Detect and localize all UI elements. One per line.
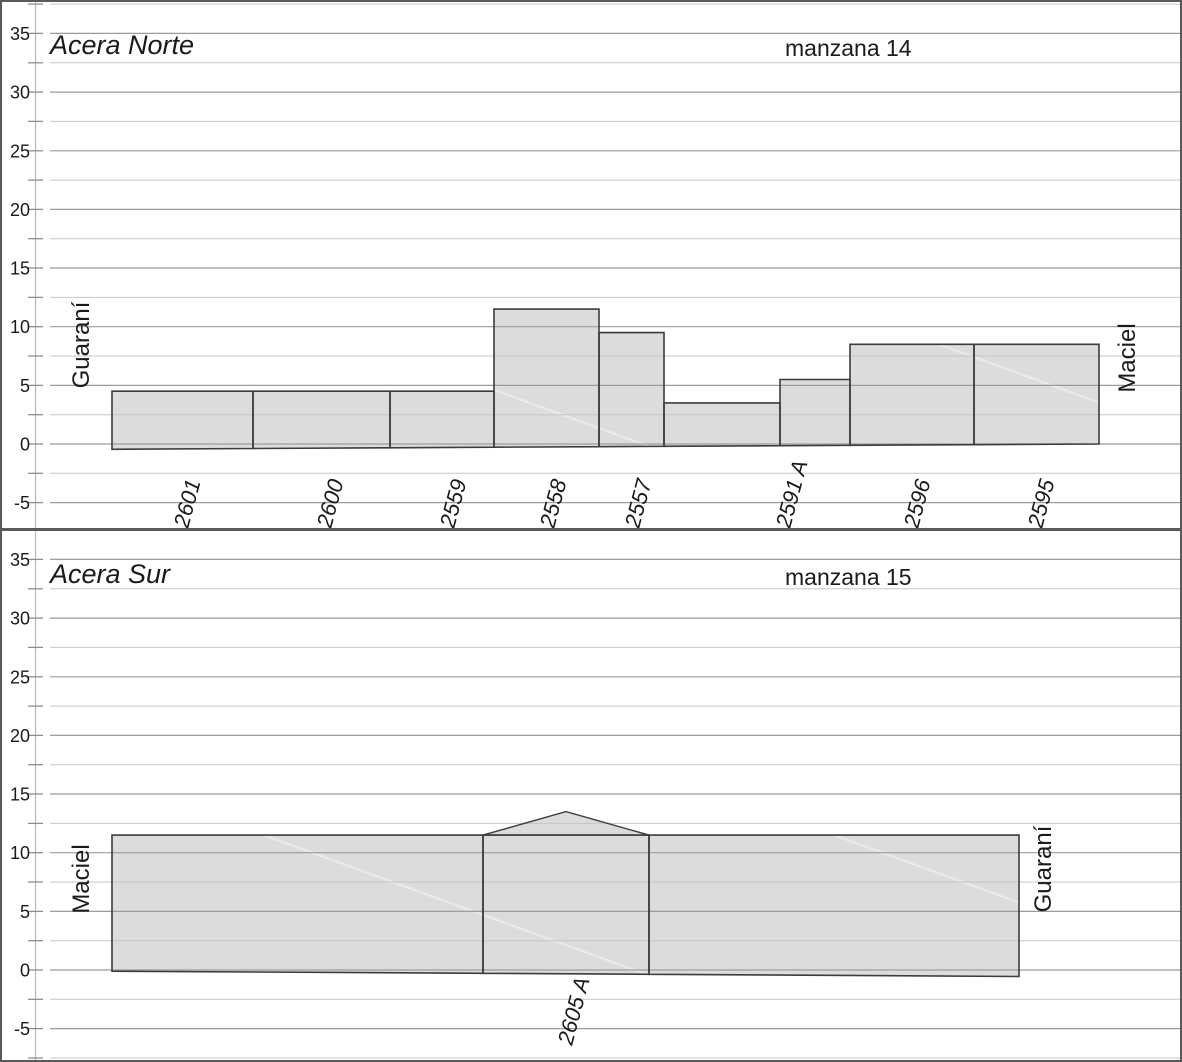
panel-title-sur: Acera Sur	[50, 559, 171, 589]
building-number-label: 2595	[1022, 476, 1059, 531]
building-shape-fill	[112, 835, 483, 974]
building-number-label: 2591 A	[770, 457, 812, 531]
y-tick-label: 0	[20, 435, 30, 455]
building-shape-fill	[664, 402, 780, 447]
y-tick-label: -5	[14, 1019, 30, 1039]
elevation-chart-sur: 35 30 25 20 15 10 5 0 -5 2605 A	[10, 531, 1180, 1060]
building-shape-outline	[493, 308, 600, 449]
building-number-label: 2601	[168, 477, 205, 531]
building-number-label: 2558	[534, 476, 571, 531]
building-shape-fill	[390, 391, 494, 448]
panel-title-norte: Acera Norte	[50, 30, 195, 60]
building-shape-fill	[974, 344, 1099, 445]
building-shape-fill	[599, 332, 664, 447]
y-tick-label: 10	[10, 317, 30, 337]
y-tick-label: 5	[20, 376, 30, 396]
building-shape-fill	[649, 835, 1019, 977]
building-shape-fill	[112, 391, 253, 450]
building-shape-outline	[648, 834, 1020, 978]
panel-acera-norte: 35 30 25 20 15 10 5 0 -5 2601 2600 2559 2558 2557 2591…	[2, 2, 1180, 531]
y-tick-label: 10	[10, 843, 30, 863]
building-shape-fill	[780, 379, 850, 446]
street-label-left-sur: Maciel	[68, 844, 95, 914]
y-tick-label: 15	[10, 259, 30, 279]
y-tick-label: 35	[10, 24, 30, 44]
building-shape-outline	[598, 331, 665, 448]
building-shape-fill	[850, 344, 974, 446]
building-shape-outline	[973, 343, 1100, 446]
y-tick-label: 30	[10, 83, 30, 103]
y-tick-label: 35	[10, 550, 30, 570]
street-label-right-norte: Maciel	[1114, 323, 1141, 393]
y-tick-label: 0	[20, 961, 30, 981]
building-shape-fill	[253, 391, 390, 449]
building-number-label: 2559	[434, 477, 471, 531]
y-tick-label: 20	[10, 200, 30, 220]
building-shape-fill	[483, 835, 649, 975]
street-label-left-norte: Guaraní	[68, 301, 95, 389]
building-shape-fill	[494, 309, 599, 448]
block-label-sur: manzana 15	[785, 564, 912, 590]
building-number-label: 2605 A	[552, 974, 594, 1048]
y-tick-label: -5	[14, 493, 30, 513]
block-label-norte: manzana 14	[785, 35, 912, 61]
elevation-chart-norte: 35 30 25 20 15 10 5 0 -5 2601 2600 2559 2558 2557 2591…	[10, 2, 1180, 531]
y-tick-label: 15	[10, 785, 30, 805]
panel-acera-sur: 35 30 25 20 15 10 5 0 -5 2605 A Acera Sur manzana…	[2, 531, 1180, 1060]
panel-divider	[2, 528, 1180, 531]
building-number-label: 2557	[619, 476, 656, 531]
building-number-label: 2600	[311, 476, 348, 531]
y-tick-label: 30	[10, 609, 30, 629]
y-tick-label: 20	[10, 726, 30, 746]
y-tick-label: 5	[20, 902, 30, 922]
street-label-right-sur: Guaraní	[1030, 825, 1057, 913]
y-tick-label: 25	[10, 141, 30, 161]
building-number-label: 2596	[898, 476, 935, 531]
y-tick-label: 25	[10, 667, 30, 687]
